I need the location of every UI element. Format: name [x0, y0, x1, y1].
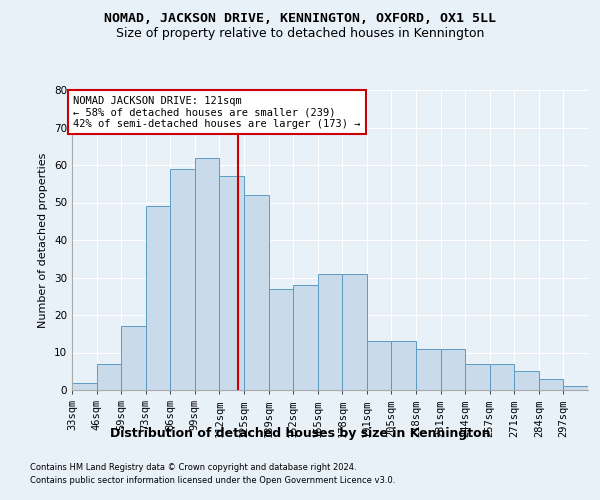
Bar [72, 382, 97, 390]
Bar [563, 386, 588, 390]
Bar [293, 285, 318, 390]
Bar [367, 341, 391, 390]
Bar [514, 371, 539, 390]
Text: Contains public sector information licensed under the Open Government Licence v3: Contains public sector information licen… [30, 476, 395, 485]
Bar [490, 364, 514, 390]
Text: Distribution of detached houses by size in Kennington: Distribution of detached houses by size … [110, 428, 490, 440]
Bar [416, 349, 440, 390]
Bar [220, 176, 244, 390]
Text: NOMAD, JACKSON DRIVE, KENNINGTON, OXFORD, OX1 5LL: NOMAD, JACKSON DRIVE, KENNINGTON, OXFORD… [104, 12, 496, 26]
Bar [97, 364, 121, 390]
Bar [539, 379, 563, 390]
Bar [440, 349, 465, 390]
Bar [121, 326, 146, 390]
Y-axis label: Number of detached properties: Number of detached properties [38, 152, 49, 328]
Text: Contains HM Land Registry data © Crown copyright and database right 2024.: Contains HM Land Registry data © Crown c… [30, 464, 356, 472]
Bar [195, 158, 220, 390]
Bar [318, 274, 342, 390]
Text: Size of property relative to detached houses in Kennington: Size of property relative to detached ho… [116, 28, 484, 40]
Bar [465, 364, 490, 390]
Bar [170, 169, 195, 390]
Bar [269, 289, 293, 390]
Bar [391, 341, 416, 390]
Bar [146, 206, 170, 390]
Bar [244, 195, 269, 390]
Bar [342, 274, 367, 390]
Text: NOMAD JACKSON DRIVE: 121sqm
← 58% of detached houses are smaller (239)
42% of se: NOMAD JACKSON DRIVE: 121sqm ← 58% of det… [73, 96, 361, 129]
